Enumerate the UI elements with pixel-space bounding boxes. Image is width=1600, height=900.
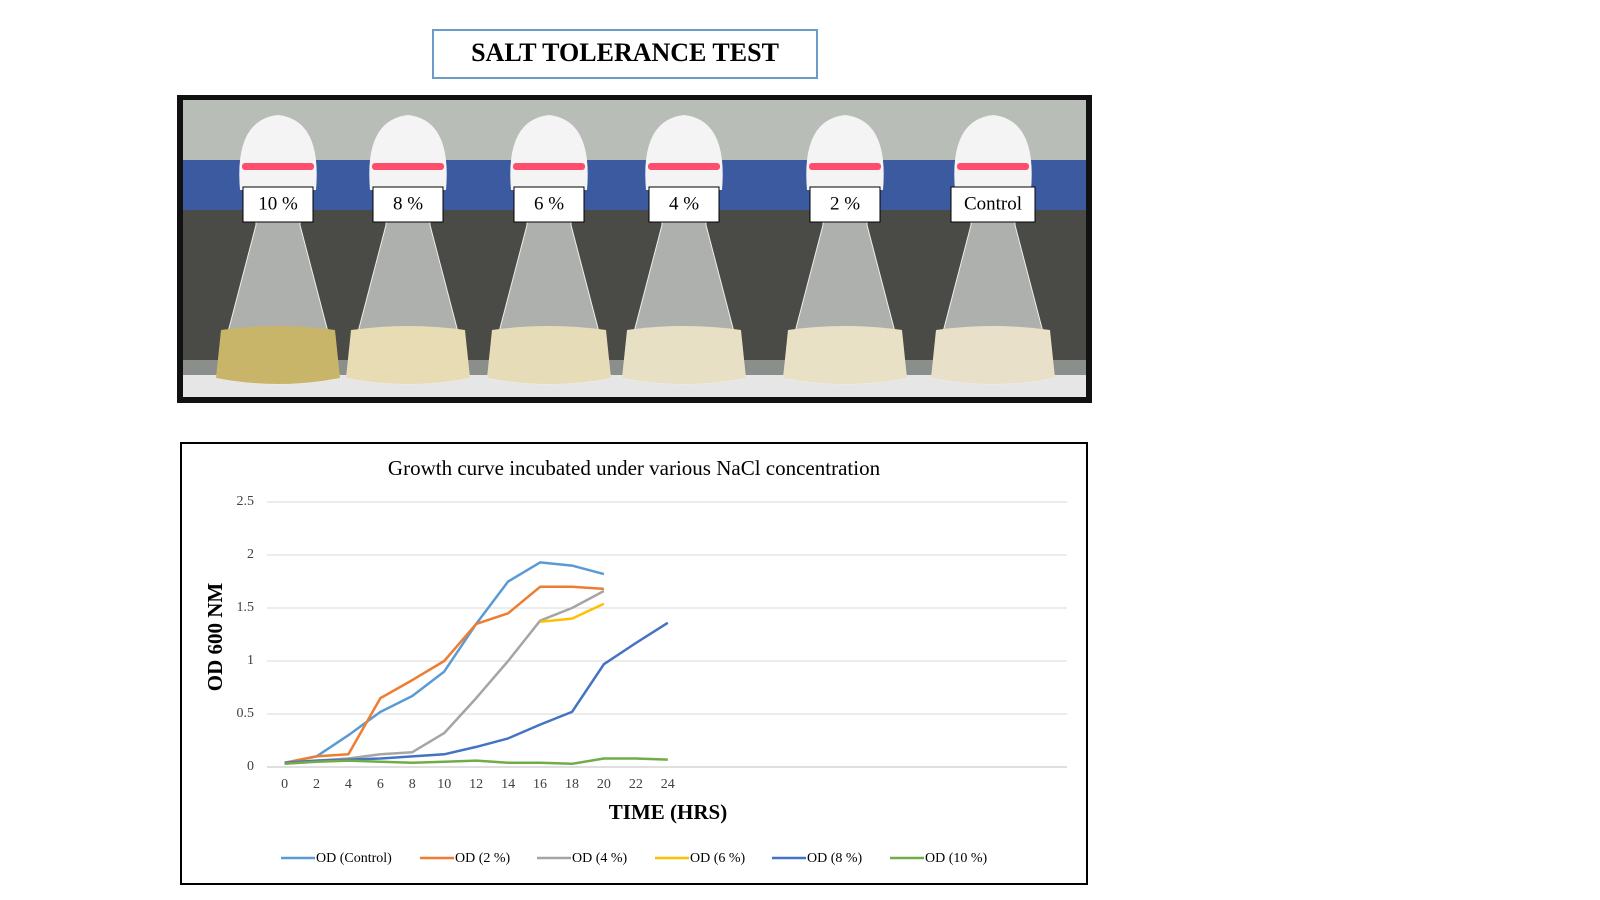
cotton-plug [510, 115, 588, 190]
legend-label: OD (6 %) [690, 851, 746, 866]
label-box [809, 186, 881, 223]
x-tick-label: 4 [345, 777, 352, 792]
label-box [950, 186, 1036, 223]
y-axis-label: OD 600 NM [203, 583, 227, 692]
flask-label: 8 % [393, 193, 423, 214]
cotton-plug [954, 115, 1032, 190]
y-tick-label: 1.5 [237, 600, 255, 615]
flasks: 10 % 8 % 6 % 4 % 2 % Control [215, 115, 1056, 385]
legend-label: OD (8 %) [807, 851, 863, 866]
title-box [432, 29, 818, 79]
rubber-band [242, 163, 314, 170]
label-box [513, 186, 585, 223]
flask-label: Control [964, 193, 1022, 214]
x-axis-label: TIME (HRS) [609, 800, 727, 824]
legend-label: OD (4 %) [572, 851, 628, 866]
shelf [183, 100, 1086, 160]
rubber-band [513, 163, 585, 170]
x-tick-label: 16 [533, 777, 547, 792]
x-tick-label: 14 [501, 777, 515, 792]
flask-liquid [487, 326, 611, 384]
cotton-plug [239, 115, 317, 190]
legend-label: OD (10 %) [925, 851, 988, 866]
flask-liquid [622, 326, 746, 384]
y-tick-label: 2 [247, 547, 254, 562]
chart-title: Growth curve incubated under various NaC… [388, 456, 881, 480]
label-box [648, 186, 720, 223]
cotton-plug [369, 115, 447, 190]
x-tick-label: 24 [661, 777, 675, 792]
x-tick-label: 0 [281, 777, 288, 792]
x-tick-label: 8 [409, 777, 416, 792]
rubber-band [957, 163, 1029, 170]
x-tick-label: 20 [597, 777, 611, 792]
x-tick-label: 2 [313, 777, 320, 792]
flask-liquid [931, 326, 1055, 384]
cotton-plug [645, 115, 723, 190]
chart-frame [180, 442, 1088, 885]
figure-title: SALT TOLERANCE TEST [471, 38, 779, 67]
y-tick-label: 0 [247, 759, 254, 774]
flask-liquid [346, 326, 470, 384]
x-tick-label: 12 [469, 777, 483, 792]
cotton-plug [806, 115, 884, 190]
legend-label: OD (2 %) [455, 851, 511, 866]
flask-liquid [216, 326, 340, 384]
flask-label: 10 % [258, 193, 298, 214]
y-tick-label: 2.5 [237, 494, 255, 509]
rubber-band [809, 163, 881, 170]
label-box [372, 186, 444, 223]
series-line [284, 585, 604, 765]
flask-label: 2 % [830, 193, 860, 214]
flask-label: 6 % [534, 193, 564, 214]
flask-liquid [783, 326, 907, 384]
x-tick-label: 10 [437, 777, 451, 792]
series-line [284, 757, 668, 766]
rubber-band [372, 163, 444, 170]
x-tick-label: 6 [377, 777, 384, 792]
rubber-band [648, 163, 720, 170]
y-tick-label: 1 [247, 653, 254, 668]
x-tick-label: 22 [629, 777, 643, 792]
series-line [539, 602, 605, 624]
y-tick-label: 0.5 [237, 706, 255, 721]
label-box [242, 186, 314, 223]
bench [183, 160, 1086, 210]
x-tick-label: 18 [565, 777, 579, 792]
flask-label: 4 % [669, 193, 699, 214]
series-line [284, 561, 605, 765]
legend-label: OD (Control) [316, 851, 392, 866]
